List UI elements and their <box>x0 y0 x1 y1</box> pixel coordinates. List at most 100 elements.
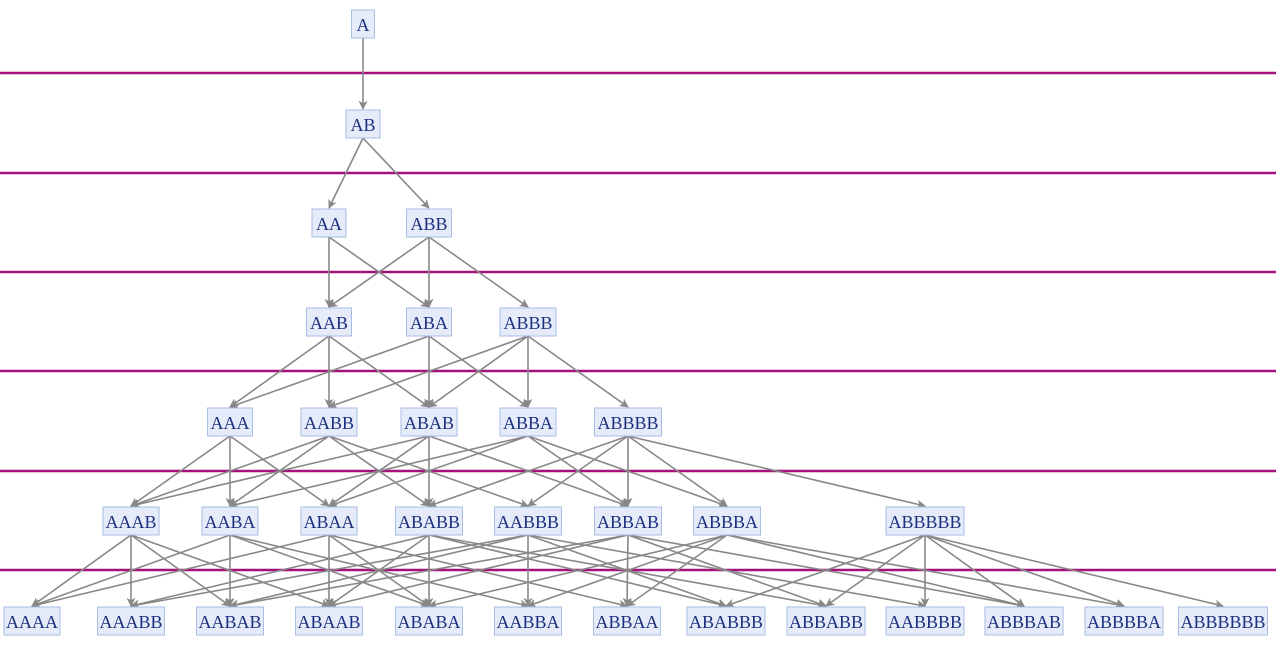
node: ABABBB <box>686 606 766 636</box>
node-label: AABAB <box>198 612 261 632</box>
node: AABA <box>201 506 259 536</box>
node-box <box>311 208 347 238</box>
node-label: AAA <box>211 413 250 433</box>
node-box <box>300 407 358 437</box>
node: ABBAB <box>594 506 662 536</box>
node-box <box>295 606 363 636</box>
node-box <box>395 506 463 536</box>
node-box <box>786 606 866 636</box>
edge <box>229 335 430 409</box>
node: ABA <box>406 307 452 337</box>
edge <box>130 534 529 610</box>
node-label: AABA <box>204 512 255 532</box>
node-label: AABBB <box>497 512 559 532</box>
node: AABBB <box>494 506 562 536</box>
node-label: ABBB <box>503 313 552 333</box>
edge <box>229 335 330 408</box>
node-label: ABBBBBB <box>1180 612 1265 632</box>
edge <box>328 435 529 508</box>
edge <box>527 435 629 507</box>
edge <box>924 534 1125 608</box>
edge <box>428 435 629 508</box>
node-label: ABABA <box>397 612 460 632</box>
edge <box>627 435 728 507</box>
node: ABAA <box>300 506 358 536</box>
node-box <box>3 606 61 636</box>
node-label: AA <box>316 214 342 234</box>
node-box <box>594 506 662 536</box>
node: AABAB <box>196 606 264 636</box>
node: ABBABB <box>786 606 866 636</box>
node-label: ABBBA <box>696 512 758 532</box>
node-box <box>345 109 381 139</box>
edge <box>825 534 926 607</box>
edge <box>130 435 330 508</box>
edge <box>362 137 430 209</box>
node-box <box>499 407 557 437</box>
node-box <box>593 606 661 636</box>
node-box <box>494 506 562 536</box>
node-box <box>594 407 662 437</box>
node-label: ABBAB <box>597 512 659 532</box>
edge <box>627 435 926 509</box>
edge <box>328 236 430 308</box>
node-label: AAAA <box>6 612 58 632</box>
node: ABBBAB <box>984 606 1064 636</box>
edge <box>229 534 629 610</box>
node: ABBBB <box>594 407 662 437</box>
node-box <box>885 606 965 636</box>
node-box <box>984 606 1064 636</box>
node: AABBBB <box>885 606 965 636</box>
edge <box>328 335 430 408</box>
edge <box>428 534 728 609</box>
node-label: AAABB <box>99 612 162 632</box>
node: ABBBBA <box>1084 606 1164 636</box>
edge <box>328 534 629 609</box>
node-box <box>1084 606 1164 636</box>
node-label: ABBAA <box>595 612 658 632</box>
node-box <box>207 407 253 437</box>
edge <box>31 534 132 607</box>
node: AAABB <box>97 606 165 636</box>
node-label: ABAAB <box>297 612 360 632</box>
node: AABB <box>300 407 358 437</box>
node-box <box>196 606 264 636</box>
node-box <box>406 208 452 238</box>
edge <box>924 534 1025 607</box>
node-label: AABBA <box>496 612 559 632</box>
node-label: AABB <box>304 413 354 433</box>
node-box <box>201 506 259 536</box>
node: ABBAA <box>593 606 661 636</box>
node-box <box>102 506 160 536</box>
node: ABBB <box>499 307 557 337</box>
node-box <box>406 307 452 337</box>
node: ABABA <box>395 606 463 636</box>
node-box <box>686 606 766 636</box>
node-label: AB <box>350 115 375 135</box>
node-label: ABBBAB <box>987 612 1061 632</box>
node-label: A <box>357 15 370 35</box>
node-box <box>351 9 375 39</box>
node-label: ABBA <box>503 413 553 433</box>
node: ABBA <box>499 407 557 437</box>
edge <box>328 335 529 409</box>
edge <box>626 534 728 607</box>
edge <box>725 534 926 608</box>
edge <box>527 335 629 408</box>
node-box <box>494 606 562 636</box>
node: AABBA <box>494 606 562 636</box>
node-label: ABABB <box>398 512 460 532</box>
node-label: AABBBB <box>888 612 962 632</box>
node-box <box>885 506 965 536</box>
node-label: AAB <box>310 313 348 333</box>
edge <box>627 534 827 608</box>
edge <box>31 534 330 609</box>
edge <box>328 137 364 209</box>
node: AA <box>311 208 347 238</box>
edge <box>527 534 728 608</box>
node: ABBBBBB <box>1178 606 1268 636</box>
edge <box>31 534 231 608</box>
node: ABBBBB <box>885 506 965 536</box>
node-box <box>395 606 463 636</box>
